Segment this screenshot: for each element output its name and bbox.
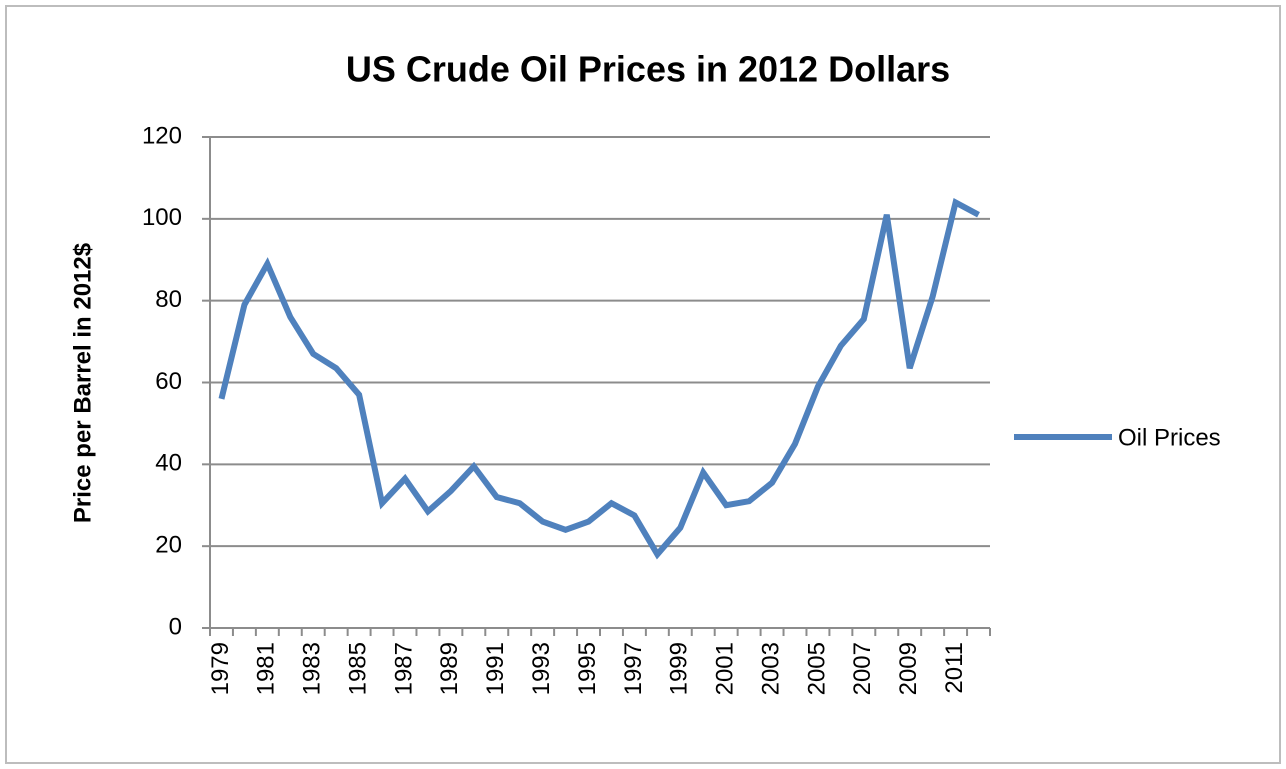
x-tick-label: 1985 (344, 642, 371, 695)
x-tick-label: 1995 (574, 642, 601, 695)
x-tick-label: 1989 (436, 642, 463, 695)
x-tick-label: 2011 (941, 642, 968, 694)
x-tick-label: 2007 (849, 642, 876, 695)
y-tick-label: 20 (155, 532, 182, 559)
legend-label: Oil Prices (1118, 424, 1221, 451)
y-tick-label: 0 (169, 613, 182, 640)
x-tick-label: 1999 (666, 642, 693, 695)
data-line (218, 197, 980, 560)
y-tick-label: 40 (155, 450, 182, 477)
x-tick-label: 1983 (299, 642, 326, 695)
x-tick-label: 1991 (482, 642, 509, 695)
x-tick-label: 1997 (620, 642, 647, 695)
x-tick-label: 1979 (207, 642, 234, 695)
chart-title: US Crude Oil Prices in 2012 Dollars (346, 49, 950, 90)
x-tick-label: 2003 (757, 642, 784, 695)
x-tick-label: 2009 (895, 642, 922, 695)
y-tick-label: 120 (142, 122, 182, 149)
y-tick-label: 60 (155, 368, 182, 395)
x-tick-label: 1993 (528, 642, 555, 695)
y-axis-label: Price per Barrel in 2012$ (69, 242, 96, 523)
x-tick-label: 2001 (712, 642, 739, 695)
chart-frame (5, 5, 1281, 764)
x-tick-label: 2005 (803, 642, 830, 695)
x-tick-label: 1981 (253, 642, 280, 695)
x-tick-label: 1987 (390, 642, 417, 695)
y-tick-label: 100 (142, 204, 182, 231)
y-tick-label: 80 (155, 286, 182, 313)
